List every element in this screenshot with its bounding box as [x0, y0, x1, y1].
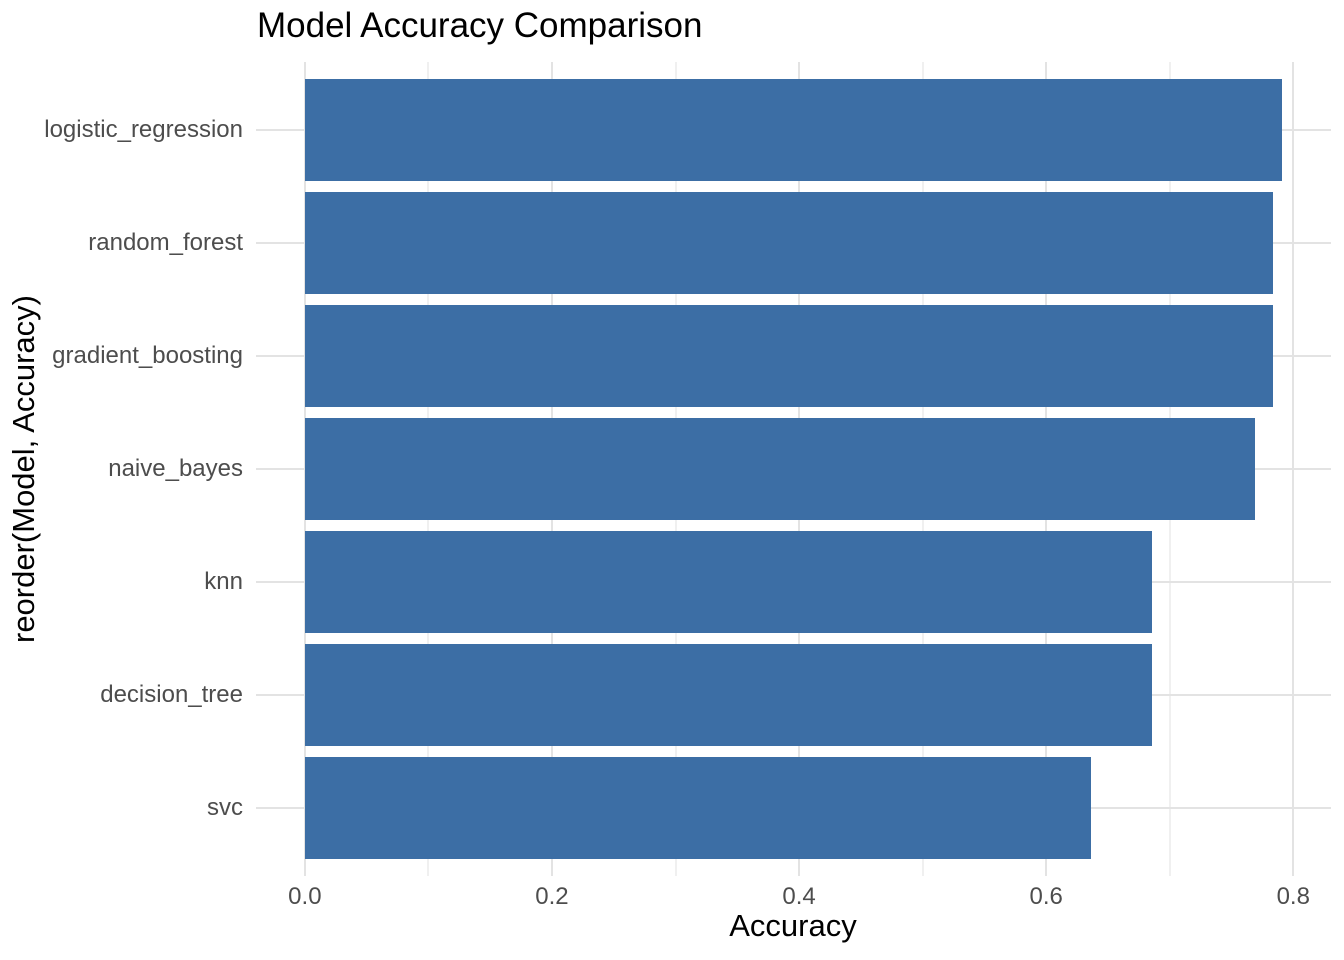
- x-axis-title: Accuracy: [729, 908, 857, 943]
- bar-gradient_boosting: [304, 305, 1274, 407]
- y-tick-label-knn: knn: [204, 568, 243, 596]
- x-tick-label-0.4: 0.4: [782, 883, 816, 910]
- chart-title: Model Accuracy Comparison: [257, 6, 703, 45]
- y-tick-label-gradient_boosting: gradient_boosting: [52, 341, 243, 369]
- bar-random_forest: [304, 192, 1274, 294]
- bar-decision_tree: [304, 644, 1153, 746]
- bar-svc: [304, 757, 1091, 860]
- x-tick-label-0.2: 0.2: [535, 883, 569, 910]
- y-tick-label-decision_tree: decision_tree: [100, 681, 243, 709]
- bar-knn: [304, 531, 1153, 633]
- y-tick-label-logistic_regression: logistic_regression: [44, 115, 243, 143]
- x-tick-label-0.0: 0.0: [288, 883, 322, 910]
- x-tick-label-0.8: 0.8: [1276, 883, 1310, 910]
- x-tick-label-0.6: 0.6: [1029, 883, 1063, 910]
- bar-naive_bayes: [304, 418, 1255, 520]
- bar-logistic_regression: [304, 78, 1283, 181]
- y-tick-label-random_forest: random_forest: [88, 228, 243, 256]
- y-tick-label-svc: svc: [207, 794, 243, 822]
- y-tick-label-naive_bayes: naive_bayes: [108, 455, 243, 482]
